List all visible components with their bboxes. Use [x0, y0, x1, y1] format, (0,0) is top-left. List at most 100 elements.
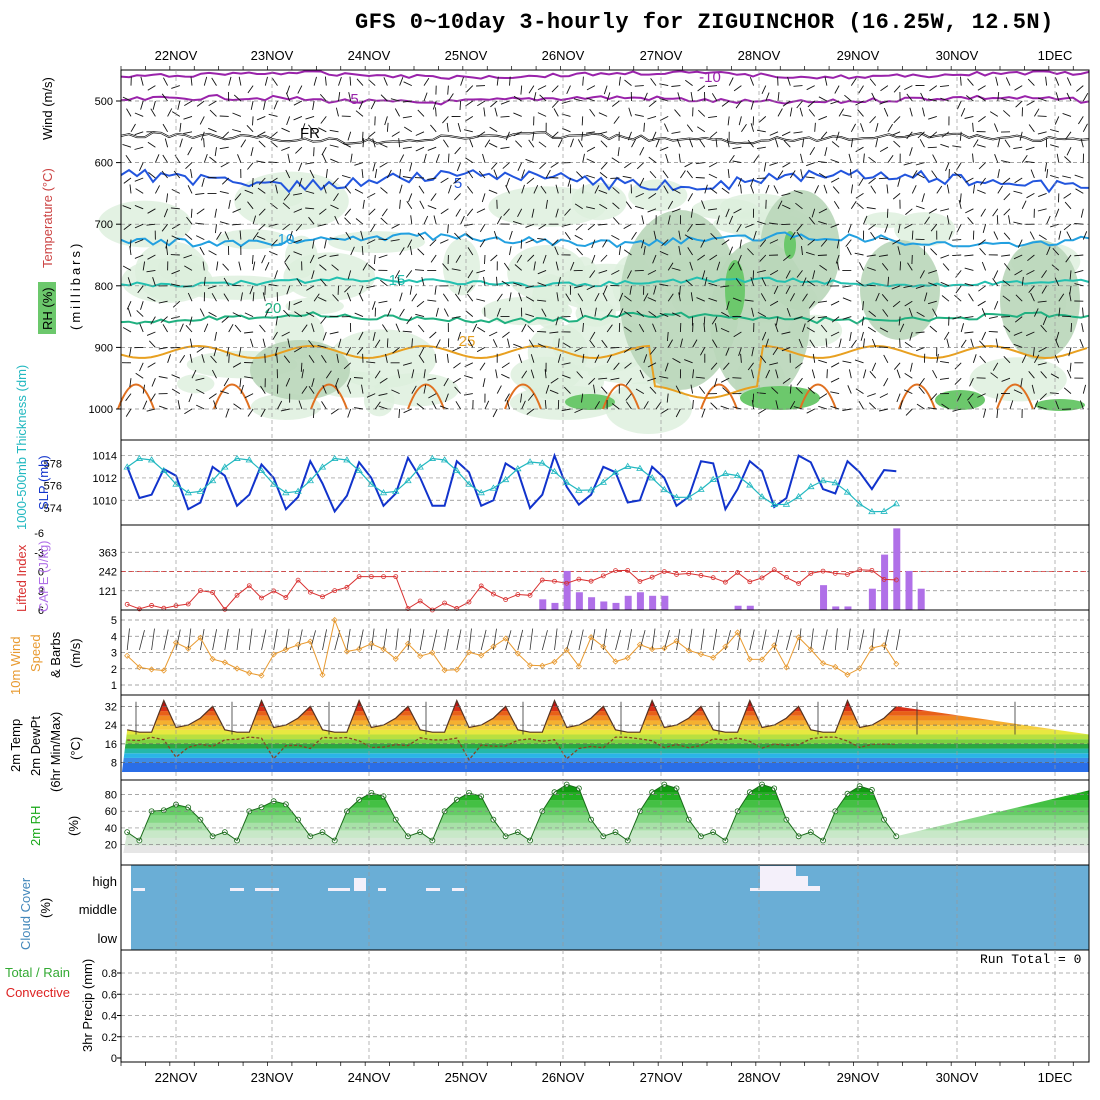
thickness-marker — [123, 463, 131, 470]
rh-shade — [481, 296, 573, 326]
wind-marker — [148, 666, 155, 673]
wind-marker — [819, 660, 827, 667]
cape-bar — [905, 570, 913, 610]
thickness-marker — [868, 507, 876, 515]
thickness-marker — [501, 475, 510, 483]
date-label-bottom: 28NOV — [738, 1070, 781, 1085]
wind-marker — [588, 634, 595, 641]
lifted-marker — [478, 583, 484, 589]
cloud-high-patch — [808, 886, 820, 891]
lifted-marker — [283, 595, 289, 600]
wind-marker — [624, 654, 631, 661]
cloud-high-patch — [378, 888, 386, 891]
thickness-marker — [404, 476, 412, 484]
wind-tick-label: 3 — [111, 648, 117, 660]
ylabel-cloud: Cloud Cover — [18, 877, 33, 950]
wind-tick-label: 1 — [111, 680, 117, 692]
lifted-marker — [735, 570, 740, 575]
contour-label: 5 — [454, 175, 462, 192]
thickness-marker — [770, 500, 778, 507]
thickness-marker — [221, 463, 229, 470]
thickness-marker — [562, 478, 571, 485]
pressure-tick-label: 600 — [95, 158, 113, 170]
wind-marker — [807, 646, 814, 653]
date-label-bottom: 24NOV — [348, 1070, 391, 1085]
ylabel-minmax: (6hr Min/Max) — [48, 712, 63, 792]
wind-barbs-10m — [126, 628, 901, 651]
isotherm-line — [120, 231, 1090, 249]
ylabel-lifted: Lifted Index — [14, 544, 29, 612]
precip-tick-label: 0 — [111, 1053, 117, 1065]
slp-line — [126, 452, 897, 514]
isotherm-loop — [799, 383, 837, 410]
thickness-marker — [306, 476, 314, 484]
wind-tick-label: 5 — [111, 615, 117, 627]
temp-tick-label: 16 — [105, 739, 117, 751]
cloud-high-patch — [255, 888, 279, 891]
cape-bar — [600, 601, 608, 610]
thickness-marker — [819, 476, 827, 484]
pressure-tick-label: 800 — [95, 281, 113, 293]
thickness-marker — [611, 468, 620, 475]
lifted-tick-label: 6 — [38, 605, 44, 617]
wind-barbs-upper — [121, 76, 1089, 419]
chart-title: GFS 0~10day 3-hourly for ZIGUINCHOR (16.… — [355, 10, 1054, 35]
thickness-marker — [843, 488, 852, 495]
cloud-high-patch — [452, 888, 464, 891]
ylabel-cape: CAPE (J/kg) — [36, 540, 51, 612]
panel-frame — [120, 949, 1090, 1063]
ylabel-wind10m: 10m Wind — [8, 636, 23, 695]
thickness-marker — [648, 474, 656, 481]
wind-marker — [197, 634, 204, 641]
wind-marker — [734, 629, 741, 636]
thickness-marker — [294, 487, 302, 494]
cloud-high-patch — [796, 876, 808, 891]
pressure-tick-label: 700 — [95, 219, 113, 231]
temp-band — [121, 757, 1089, 763]
date-label-top: 30NOV — [936, 48, 979, 63]
run-total-label: Run Total = 0 — [980, 952, 1082, 967]
thickness-marker — [282, 489, 290, 496]
cape-bar — [539, 599, 547, 610]
ylabel-rh: RH (%) — [40, 287, 55, 330]
thickness-marker — [636, 464, 644, 471]
wind-marker — [429, 649, 436, 656]
date-label-bottom: 23NOV — [251, 1070, 294, 1085]
lifted-marker — [722, 579, 728, 585]
thickness-marker — [880, 507, 888, 514]
thickness-marker — [807, 482, 815, 490]
rh-shade-moist — [1035, 399, 1085, 411]
wind-marker — [783, 664, 790, 671]
date-label-bottom: 30NOV — [936, 1070, 979, 1085]
lifted-marker — [307, 589, 313, 595]
rh-band — [121, 815, 1089, 823]
date-label-top: 1DEC — [1038, 48, 1073, 63]
date-label-bottom: 26NOV — [542, 1070, 585, 1085]
thickness-marker — [416, 463, 424, 470]
lifted-marker — [649, 574, 655, 580]
isotherm-loop — [996, 383, 1034, 410]
cape-bar — [746, 605, 754, 610]
rh-line — [126, 783, 897, 842]
ylabel-thickness: 1000-500mb Thickness (dm) — [14, 365, 29, 530]
ylabel-temperature: Temperature (°C) — [40, 168, 55, 268]
thickness-marker — [782, 500, 791, 507]
lifted-marker — [503, 597, 509, 602]
lifted-marker — [136, 606, 142, 612]
thickness-marker — [709, 475, 717, 482]
wind-marker — [893, 660, 900, 667]
thickness-marker — [660, 485, 669, 493]
ylabel-convective: Convective — [6, 985, 70, 1000]
wind-marker — [307, 638, 314, 645]
contour-label: 25 — [459, 333, 476, 350]
ylabel-millibars: (millibars) — [68, 241, 83, 330]
isotherm-line — [120, 168, 1090, 194]
precip-tick-label: 0.8 — [102, 968, 117, 980]
cape-bar — [636, 592, 644, 610]
lifted-marker — [491, 591, 496, 597]
wind-marker — [441, 667, 448, 674]
ylabel-slp: SLP (mb) — [36, 455, 51, 510]
cape-bar — [868, 588, 876, 610]
thickness-marker — [746, 481, 754, 488]
rh-band — [121, 792, 1089, 801]
